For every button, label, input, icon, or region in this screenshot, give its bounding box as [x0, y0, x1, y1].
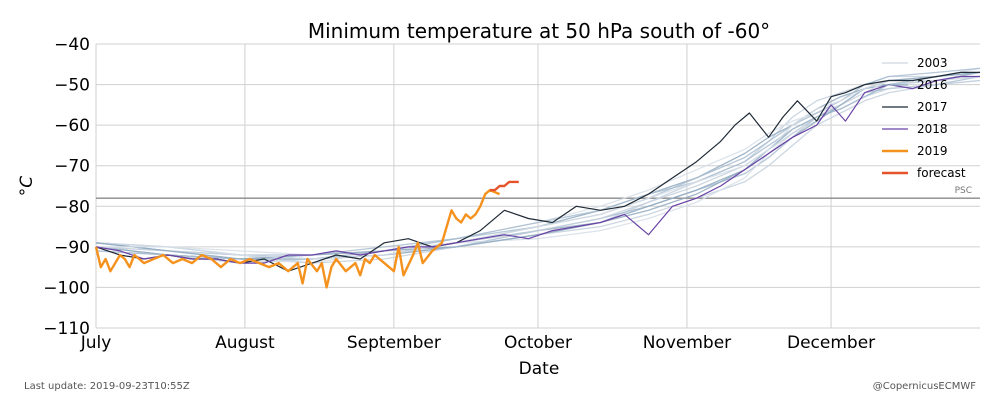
chart-title: Minimum temperature at 50 hPa south of -…: [308, 19, 770, 43]
series-line-forecast: [490, 180, 519, 192]
y-tick-label: −60: [54, 116, 90, 136]
legend-label-2003: 2003: [917, 56, 948, 70]
background-series-line: [96, 75, 981, 260]
series-line-2017: [95, 71, 980, 272]
x-tick-label: September: [347, 333, 441, 353]
y-tick-labels: −40 −50 −60 −70 −80 −90 −100 −110: [43, 35, 90, 339]
main-series: [94, 71, 980, 289]
legend-label-2018: 2018: [917, 122, 948, 136]
legend-label-2016: 2016: [917, 78, 948, 92]
series-line-2019: [94, 188, 501, 289]
y-axis-label: °C: [17, 176, 37, 197]
grid: [95, 43, 980, 329]
x-axis-label: Date: [519, 359, 560, 379]
x-tick-label: August: [215, 333, 275, 353]
y-tick-label: −110: [43, 319, 90, 339]
last-update-text: Last update: 2019-09-23T10:55Z: [24, 381, 190, 392]
y-tick-label: −80: [54, 197, 90, 217]
credit-text: @CopernicusECMWF: [873, 381, 977, 392]
y-tick-label: −100: [43, 278, 90, 298]
x-tick-label: December: [787, 333, 875, 353]
legend-label-2017: 2017: [917, 100, 948, 114]
legend-label-forecast: forecast: [917, 166, 966, 180]
legend: 2003 2016 2017 2018 2019 forecast: [882, 56, 966, 180]
x-tick-label: July: [80, 333, 112, 353]
series-line-2018: [95, 75, 980, 264]
legend-label-2019: 2019: [917, 144, 948, 158]
y-tick-label: −40: [54, 35, 90, 55]
x-tick-label: November: [643, 333, 731, 353]
x-tick-label: October: [504, 333, 572, 353]
y-tick-label: −90: [54, 238, 90, 258]
x-tick-labels: July August September October November Decemb…: [80, 333, 875, 353]
y-tick-label: −70: [54, 157, 90, 177]
psc-label: PSC: [955, 186, 972, 196]
y-tick-label: −50: [54, 76, 90, 96]
